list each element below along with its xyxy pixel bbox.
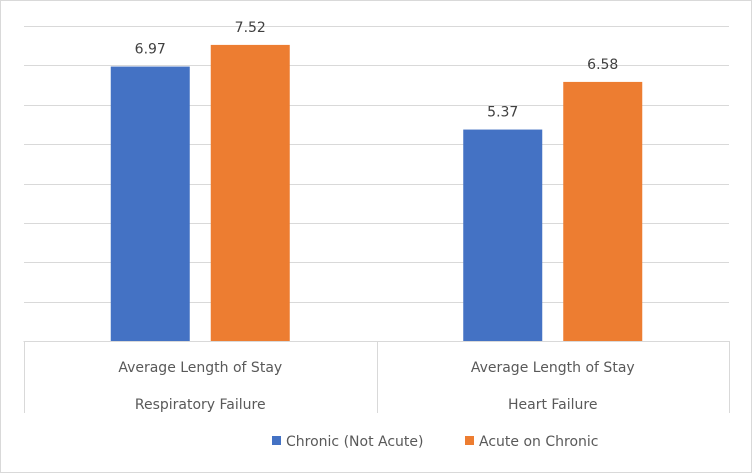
data-label: 5.37 xyxy=(487,105,518,121)
data-label: 7.52 xyxy=(235,20,266,36)
bar xyxy=(210,44,290,342)
bars xyxy=(110,44,643,342)
group-label: Respiratory Failure xyxy=(135,397,266,413)
legend-label: Chronic (Not Acute) xyxy=(286,434,423,450)
legend-swatch xyxy=(272,436,281,445)
group-label: Heart Failure xyxy=(508,397,597,413)
bar xyxy=(463,129,543,341)
category-label: Average Length of Stay xyxy=(118,360,282,376)
legend-swatch xyxy=(465,436,474,445)
category-axis: Average Length of Stay Respiratory Failur… xyxy=(23,341,730,413)
data-label: 6.58 xyxy=(587,57,618,73)
legend: Chronic (Not Acute) Acute on Chronic xyxy=(272,434,598,450)
data-label: 6.97 xyxy=(135,42,166,58)
legend-label: Acute on Chronic xyxy=(479,434,598,450)
bar xyxy=(110,66,190,342)
category-label: Average Length of Stay xyxy=(471,360,635,376)
bar xyxy=(563,81,643,341)
data-labels: 6.97 7.52 5.37 6.58 xyxy=(135,20,619,121)
